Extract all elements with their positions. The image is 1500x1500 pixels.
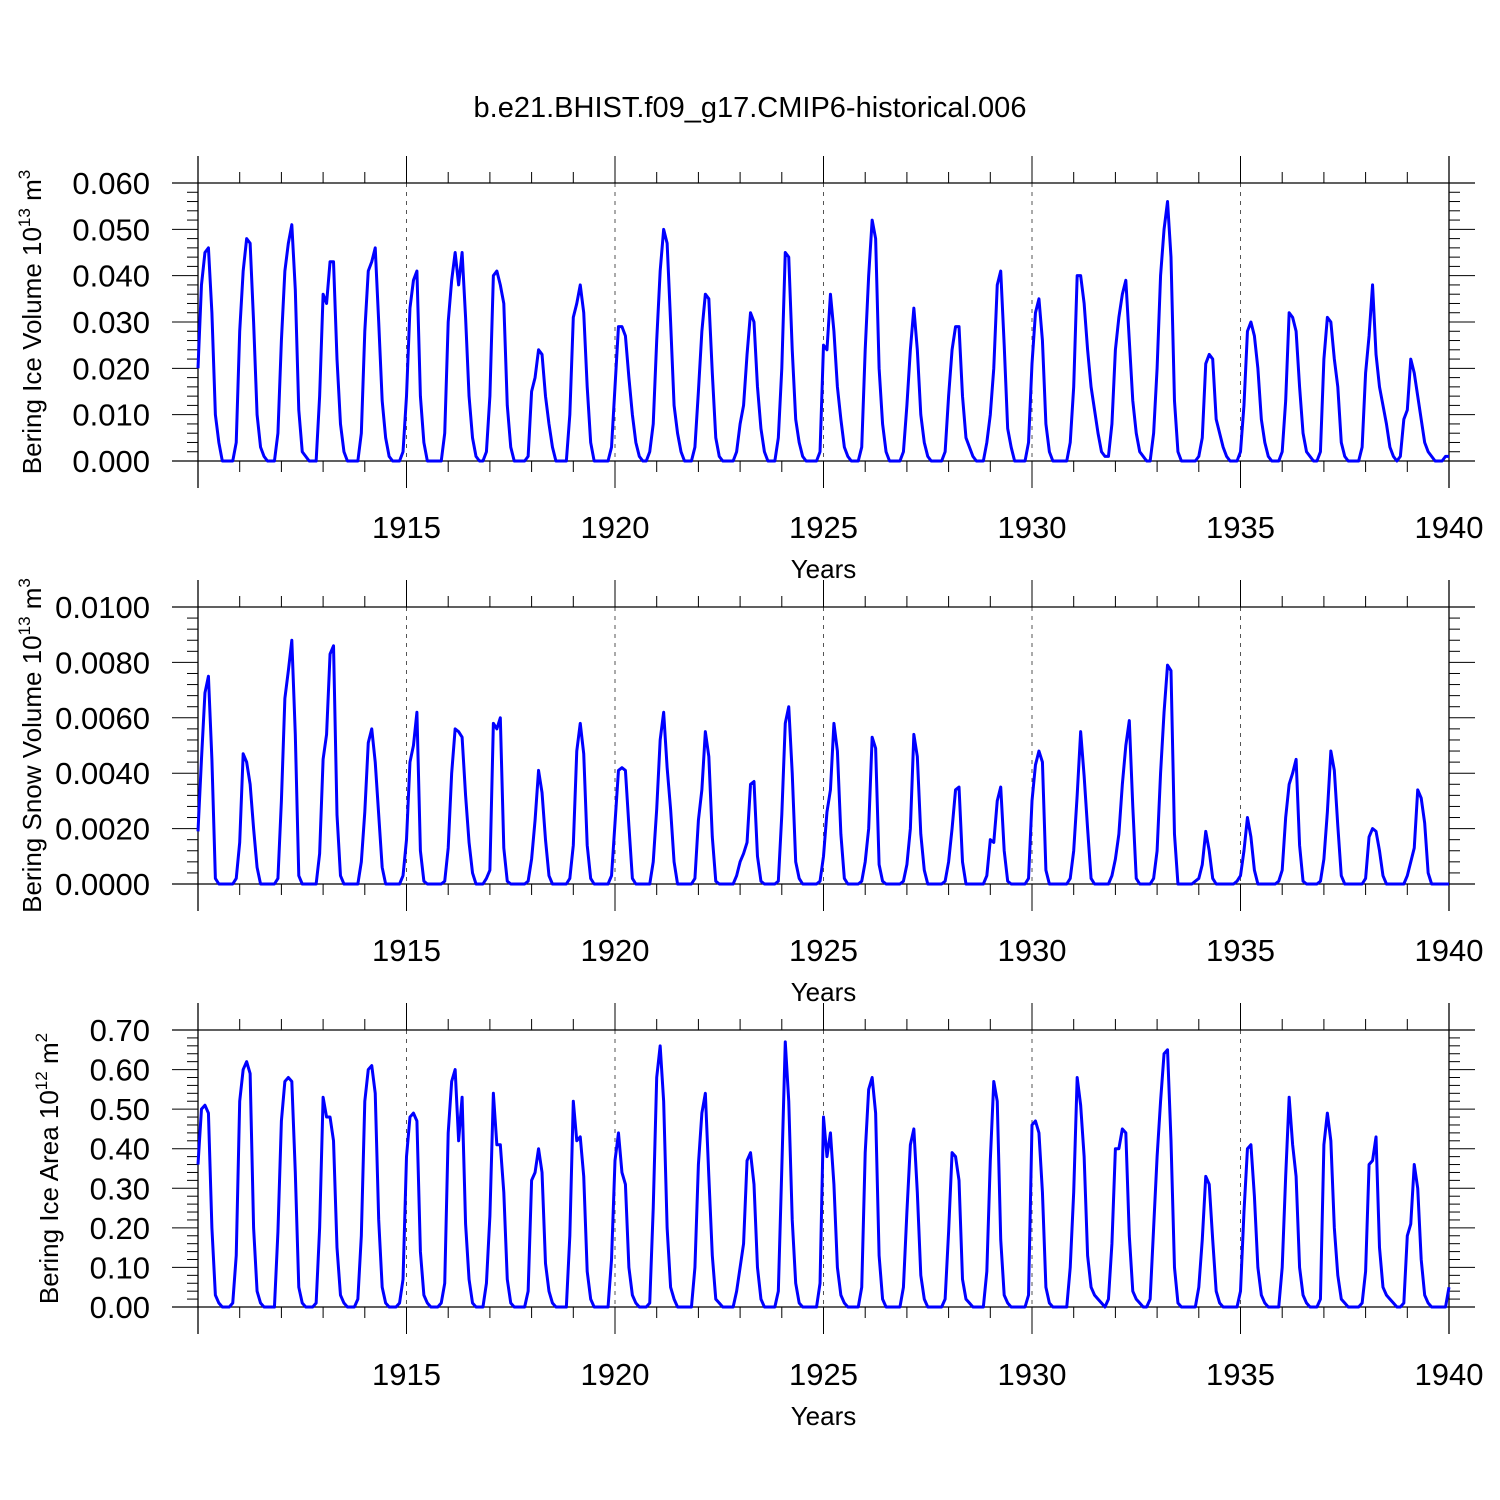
ice-area-panel: 0.00 0.10 0.20 0.30 0.40 0.50 0.60 0.70 1915 1920… xyxy=(32,1003,1483,1431)
x-tick-label: 1925 xyxy=(789,933,858,968)
x-tick-label: 1925 xyxy=(789,1357,858,1392)
y-tick-label: 0.000 xyxy=(72,444,150,479)
y-tick-label: 0.50 xyxy=(90,1092,150,1127)
y-axis-label-text: Bering Ice Volume 10 xyxy=(17,227,47,474)
y-axis-label-text: Bering Snow Volume 10 xyxy=(17,635,47,913)
y-tick-label: 0.60 xyxy=(90,1053,150,1088)
y-tick-label: 0.70 xyxy=(90,1013,150,1048)
x-tick-label: 1930 xyxy=(998,933,1067,968)
y-axis-label-unit: m xyxy=(17,588,47,617)
y-tick-label: 0.20 xyxy=(90,1211,150,1246)
x-axis-label: Years xyxy=(791,977,857,1007)
x-tick-label: 1930 xyxy=(998,1357,1067,1392)
x-tick-label: 1920 xyxy=(581,933,650,968)
ice-volume-panel: 0.000 0.010 0.020 0.030 0.040 0.050 0.060 1915 1… xyxy=(15,156,1483,584)
figure-title: b.e21.BHIST.f09_g17.CMIP6-historical.006 xyxy=(474,92,1027,124)
x-tick-label: 1915 xyxy=(372,933,441,968)
y-axis-label-unit: m xyxy=(17,179,47,208)
x-axis-label: Years xyxy=(791,1401,857,1431)
y-axis-label: Bering Ice Volume 1013 m3 xyxy=(15,170,47,474)
y-axis-label-exponent: 13 xyxy=(15,616,34,635)
ice-volume-series-line xyxy=(196,200,1449,463)
y-tick-label: 0.0100 xyxy=(55,590,150,625)
y-axis-label-unit-exponent: 3 xyxy=(15,578,34,587)
y-tick-label: 0.020 xyxy=(72,351,150,386)
y-tick-label: 0.0060 xyxy=(55,701,150,736)
x-tick-label: 1935 xyxy=(1206,1357,1275,1392)
y-tick-label: 0.060 xyxy=(72,166,150,201)
x-tick-label: 1915 xyxy=(372,510,441,545)
x-tick-label: 1920 xyxy=(581,510,650,545)
y-tick-label: 0.40 xyxy=(90,1132,150,1167)
y-axis-label-exponent: 12 xyxy=(32,1071,51,1090)
y-axis-label-unit-exponent: 3 xyxy=(15,170,34,179)
y-tick-label: 0.0040 xyxy=(55,756,150,791)
y-axis-label: Bering Snow Volume 1013 m3 xyxy=(15,578,47,913)
y-tick-label: 0.00 xyxy=(90,1290,150,1325)
x-tick-label: 1930 xyxy=(998,510,1067,545)
y-tick-label: 0.030 xyxy=(72,305,150,340)
y-tick-label: 0.0000 xyxy=(55,867,150,902)
y-axis-label-unit-exponent: 2 xyxy=(32,1033,51,1042)
snow-volume-series-line xyxy=(196,638,1449,886)
y-axis-label-exponent: 13 xyxy=(15,208,34,227)
x-tick-label: 1940 xyxy=(1415,510,1484,545)
snow-volume-panel: 0.0000 0.0020 0.0040 0.0060 0.0080 0.0100 1915… xyxy=(15,578,1483,1007)
y-tick-label: 0.040 xyxy=(72,259,150,294)
x-axis-label: Years xyxy=(791,554,857,584)
y-tick-label: 0.0080 xyxy=(55,645,150,680)
x-tick-label: 1915 xyxy=(372,1357,441,1392)
ice-area-series-line xyxy=(196,1040,1451,1309)
y-tick-label: 0.050 xyxy=(72,212,150,247)
y-tick-label: 0.0020 xyxy=(55,812,150,847)
x-tick-label: 1935 xyxy=(1206,510,1275,545)
x-tick-label: 1940 xyxy=(1415,1357,1484,1392)
y-axis-label-text: Bering Ice Area 10 xyxy=(34,1090,64,1304)
x-tick-label: 1940 xyxy=(1415,933,1484,968)
x-tick-label: 1925 xyxy=(789,510,858,545)
y-tick-label: 0.010 xyxy=(72,398,150,433)
y-tick-label: 0.10 xyxy=(90,1250,150,1285)
y-axis-label: Bering Ice Area 1012 m2 xyxy=(32,1033,64,1304)
x-tick-label: 1935 xyxy=(1206,933,1275,968)
y-axis-label-unit: m xyxy=(34,1042,64,1071)
y-tick-label: 0.30 xyxy=(90,1171,150,1206)
x-tick-label: 1920 xyxy=(581,1357,650,1392)
